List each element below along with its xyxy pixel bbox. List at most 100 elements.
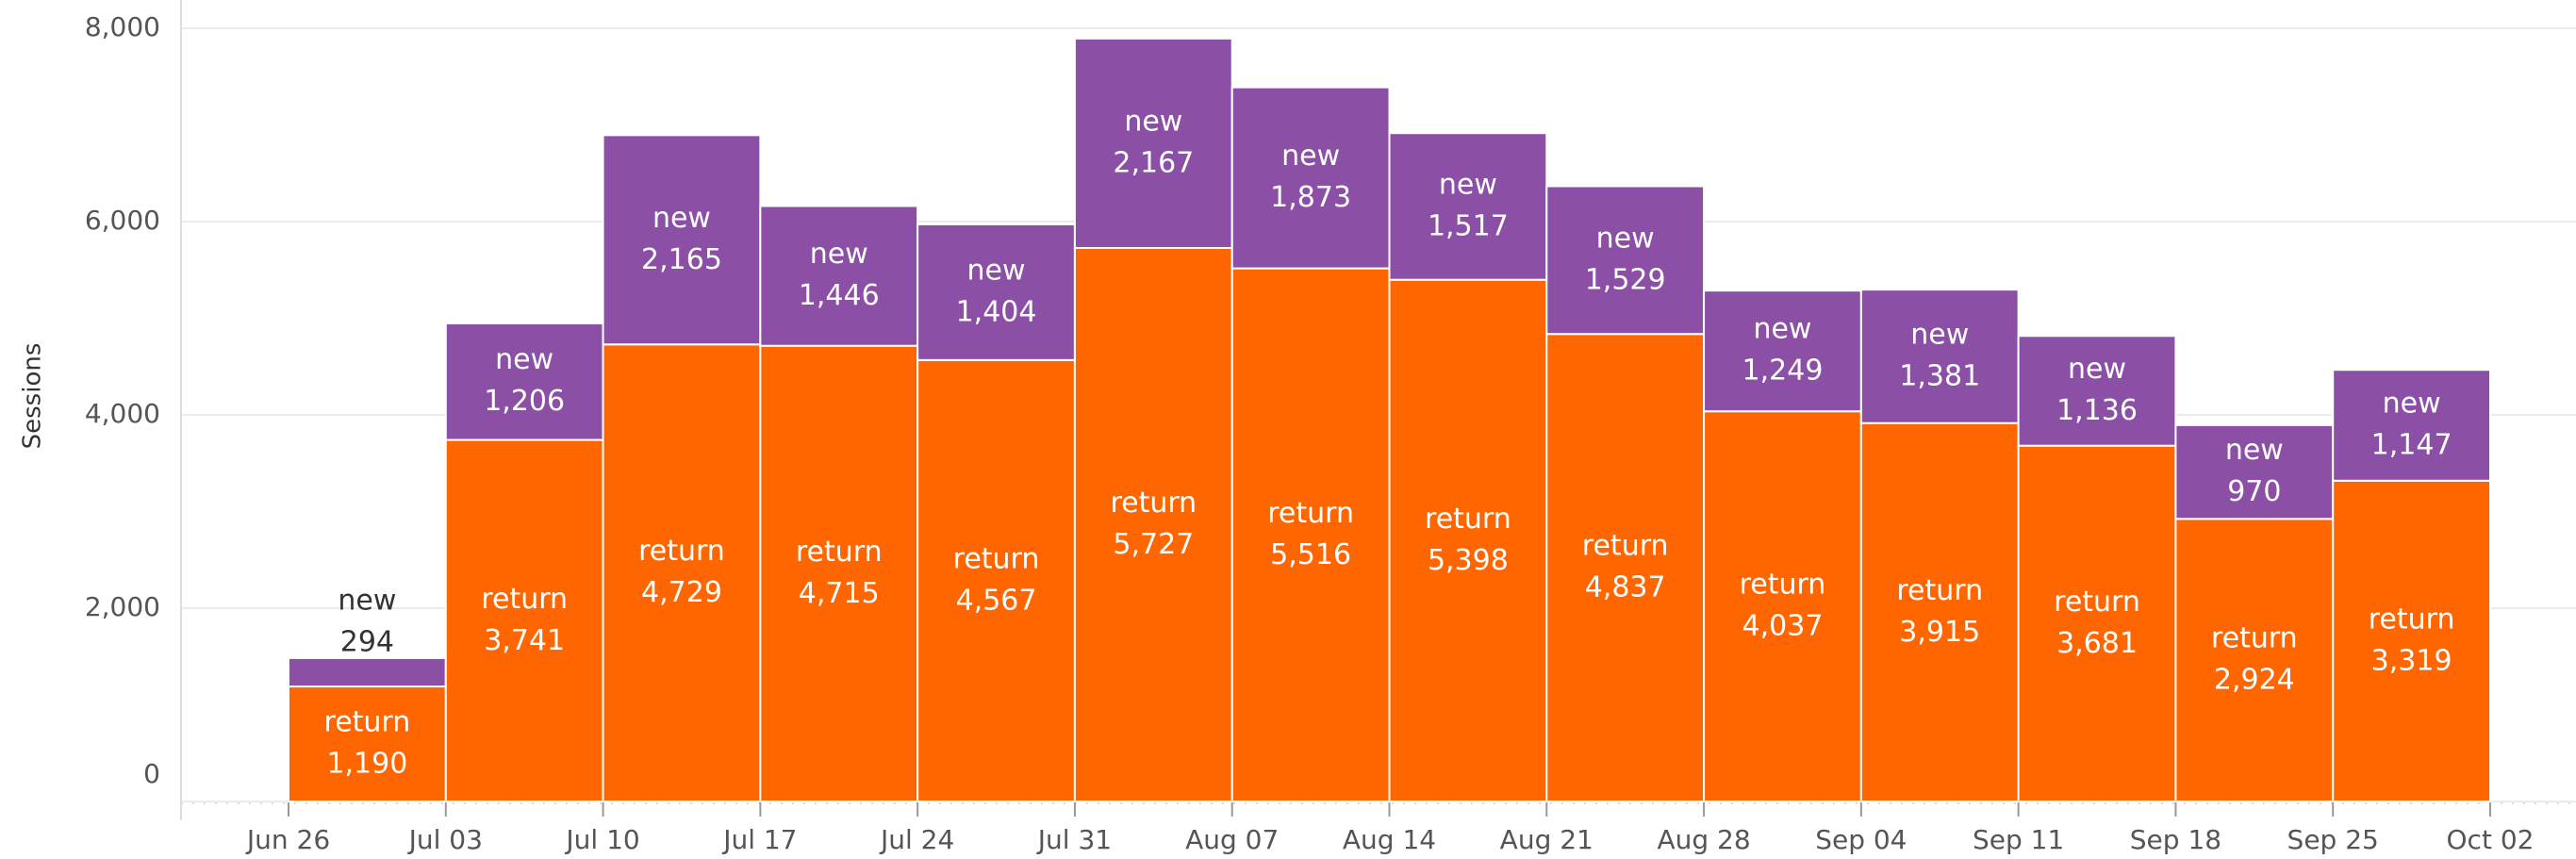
data-label: 5,727 — [1113, 528, 1194, 561]
data-label: 2,165 — [641, 243, 722, 276]
bar-segment — [2017, 444, 2177, 802]
bar-segment — [916, 223, 1076, 361]
bar-segment — [1388, 278, 1548, 802]
bar-segment — [1388, 132, 1548, 281]
data-label: 1,381 — [1899, 359, 1980, 392]
x-tick-label: Jul 10 — [564, 824, 639, 855]
segment-name: return — [953, 542, 1040, 575]
segment-name: new — [810, 238, 868, 271]
data-label: 2,167 — [1113, 146, 1194, 179]
segment-name: return — [1267, 497, 1354, 530]
segment-name: new — [1753, 313, 1811, 346]
segment-name: return — [796, 536, 883, 569]
bar-segment — [1703, 289, 1862, 413]
y-tick-label: 4,000 — [85, 398, 160, 429]
bar-segment — [602, 343, 762, 802]
y-tick-label: 8,000 — [85, 11, 160, 42]
segment-name: new — [495, 343, 553, 376]
segment-name: new — [1910, 318, 1969, 351]
segment-name: new — [2383, 388, 2441, 421]
bar-segment — [759, 205, 919, 347]
x-tick-label: Sep 18 — [2130, 824, 2221, 855]
x-tick-label: Sep 04 — [1815, 824, 1907, 855]
segment-name: new — [1124, 105, 1182, 138]
data-label: 1,446 — [799, 279, 880, 312]
segment-name: new — [338, 584, 396, 617]
data-label: 1,190 — [326, 748, 407, 781]
data-label: 294 — [340, 625, 394, 658]
segment-name: new — [652, 202, 711, 235]
x-tick-label: Jul 24 — [879, 824, 954, 855]
y-axis-label: Sessions — [19, 343, 47, 450]
segment-name: return — [1425, 503, 1511, 536]
x-tick-label: Jul 03 — [407, 824, 483, 855]
bar-segment — [1073, 37, 1233, 249]
segment-name: new — [1439, 168, 1497, 201]
bar-segment — [916, 358, 1076, 802]
bar-segment — [288, 686, 447, 803]
segment-name: return — [2211, 622, 2298, 655]
data-label: 3,319 — [2371, 644, 2452, 677]
y-tick-label: 2,000 — [85, 591, 160, 622]
data-label: 1,249 — [1742, 355, 1824, 388]
segment-name: return — [1582, 530, 1669, 563]
x-tick-label: Aug 28 — [1657, 824, 1750, 855]
segment-name: new — [967, 254, 1026, 287]
segment-name: return — [481, 583, 568, 616]
x-tick-label: Jul 31 — [1036, 824, 1112, 855]
data-label: 4,567 — [956, 584, 1037, 617]
segment-name: new — [2225, 434, 2284, 467]
segment-name: new — [1281, 140, 1340, 173]
bar-segment — [759, 344, 919, 802]
bar-segment — [2332, 479, 2492, 802]
bar-segment — [1859, 289, 2020, 424]
bar-segment — [602, 134, 762, 346]
data-label: 5,516 — [1270, 538, 1351, 571]
x-tick-label: Sep 25 — [2287, 824, 2379, 855]
data-label: 1,873 — [1270, 181, 1351, 214]
bar-segment — [2017, 335, 2177, 447]
bar-segment — [444, 438, 604, 802]
segment-name: new — [2068, 353, 2126, 386]
data-label: 5,398 — [1428, 544, 1509, 577]
data-label: 3,915 — [1899, 616, 1980, 649]
data-label: 4,037 — [1742, 610, 1824, 643]
bar-segment — [1230, 86, 1391, 270]
data-label: 4,715 — [799, 577, 880, 610]
y-tick-label: 0 — [143, 758, 160, 789]
data-label: 1,529 — [1585, 263, 1666, 296]
x-tick-label: Jul 17 — [721, 824, 797, 855]
x-tick-label: Oct 02 — [2447, 824, 2535, 855]
data-label: 1,206 — [484, 385, 565, 418]
segment-name: return — [2054, 586, 2140, 619]
x-tick-label: Aug 21 — [1500, 824, 1593, 855]
x-tick-label: Aug 14 — [1343, 824, 1436, 855]
bar-segment — [444, 322, 604, 441]
data-label: 1,517 — [1428, 209, 1509, 242]
segment-name: return — [638, 535, 725, 568]
bar-segment — [288, 656, 447, 688]
bar-segment — [2332, 369, 2492, 482]
x-tick-label: Aug 07 — [1185, 824, 1279, 855]
bar-segment — [1545, 185, 1706, 336]
segment-name: return — [1740, 569, 1826, 602]
x-tick-label: Jun 26 — [245, 824, 330, 855]
data-label: 3,681 — [2056, 627, 2138, 660]
data-label: 4,729 — [641, 576, 722, 609]
data-label: 1,147 — [2371, 429, 2452, 462]
segment-name: return — [1110, 487, 1197, 520]
segment-name: return — [2369, 603, 2455, 636]
x-tick-label: Sep 11 — [1973, 824, 2064, 855]
data-label: 2,924 — [2214, 664, 2295, 697]
data-label: 1,404 — [956, 295, 1037, 328]
data-label: 3,741 — [484, 624, 565, 657]
data-label: 970 — [2227, 475, 2281, 508]
bar-segment — [1230, 267, 1391, 802]
bar-segment — [1859, 421, 2020, 802]
data-label: 1,136 — [2056, 394, 2138, 427]
data-label: 4,837 — [1585, 571, 1666, 604]
bar-segment — [2174, 518, 2335, 802]
bar-segment — [1703, 410, 1862, 802]
bar-segment — [1073, 246, 1233, 803]
